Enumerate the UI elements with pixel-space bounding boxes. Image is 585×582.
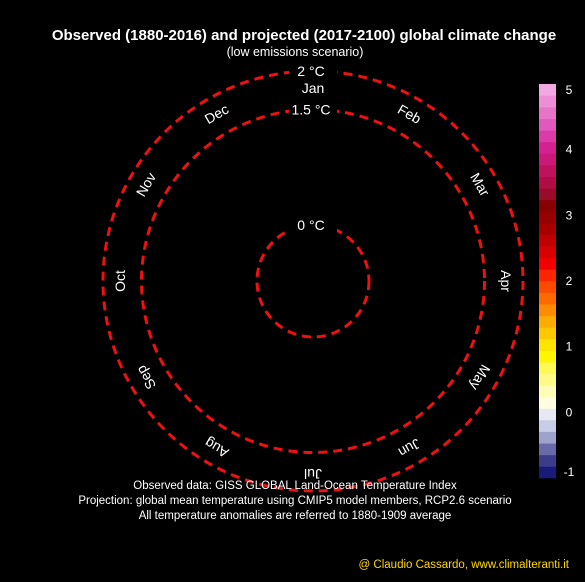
ring-label: 2 °C [297,63,324,79]
colorbar-segment [539,350,556,363]
colorbar-segment [539,141,556,154]
colorbar-tick-label: 3 [566,208,573,222]
month-label-jun: Jun [396,436,424,461]
month-label-aug: Aug [202,435,232,461]
ring-label: 1.5 °C [291,102,330,118]
colorbar-segment [539,118,556,131]
colorbar-segment [539,211,556,224]
month-label-jul: Jul [304,466,322,482]
colorbar-segment [539,466,556,479]
credit-link[interactable]: @ Claudio Cassardo, www.climalteranti.it [358,559,569,571]
month-label-sep: Sep [133,363,159,393]
colorbar-tick-label: 4 [566,143,573,157]
colorbar-segment [539,385,556,398]
colorbar-segment [539,292,556,305]
month-label-feb: Feb [395,101,424,127]
month-label-mar: Mar [467,170,493,199]
colorbar-segment [539,420,556,432]
colorbar-segment [539,338,556,351]
colorbar-segment [539,246,556,259]
footer-line-3: All temperature anomalies are referred t… [138,510,452,522]
colorbar-segment [539,107,556,120]
colorbar-segment [539,443,556,456]
colorbar-segment [539,408,556,421]
colorbar-segment [539,431,556,444]
chart-title: Observed (1880-2016) and projected (2017… [51,27,557,44]
ring-label-bg [289,216,337,233]
ring-2c [101,69,525,493]
colorbar-segment [539,304,556,317]
colorbar-tick-label: 0 [566,405,573,419]
colorbar-tick-label: 2 [566,274,573,288]
colorbar-segment [539,223,556,235]
colorbar-segment [539,234,556,247]
month-label-nov: Nov [133,170,159,200]
colorbar-segment [539,373,556,386]
month-label-jan: Jan [302,80,325,96]
colorbar-segment [539,257,556,270]
ring-1-5c [140,108,486,454]
colorbar-segment [539,396,556,409]
chart-subtitle: (low emissions scenario) [226,45,364,59]
month-label-apr: Apr [498,270,514,292]
month-label-oct: Oct [112,270,128,292]
colorbar-segment [539,315,556,328]
colorbar-segment [539,176,556,189]
footer-line-2: Projection: global mean temperature usin… [78,495,512,507]
colorbar-tick-label: -1 [564,465,575,479]
colorbar-segment [539,327,556,340]
colorbar-segment [539,281,556,293]
footer-line-1: Observed data: GISS GLOBAL Land-Ocean Te… [133,480,457,492]
colorbar-segment [539,130,556,143]
colorbar-tick-label: 5 [566,83,573,97]
colorbar-segment [539,188,556,201]
colorbar-segment [539,199,556,212]
month-label-dec: Dec [202,101,232,127]
colorbar-segment [539,362,556,375]
ring-label-bg [289,100,337,118]
colorbar-segment [539,153,556,166]
colorbar-tick-label: 1 [566,340,573,354]
colorbar-segment [539,454,556,467]
month-label-may: May [467,362,494,393]
colorbar-segment [539,84,556,96]
colorbar-segment [539,165,556,178]
ring-label: 0 °C [297,217,324,233]
colorbar-segment [539,269,556,282]
ring-0c [255,223,371,339]
colorbar-segment [539,95,556,108]
ring-label-bg [289,62,337,79]
